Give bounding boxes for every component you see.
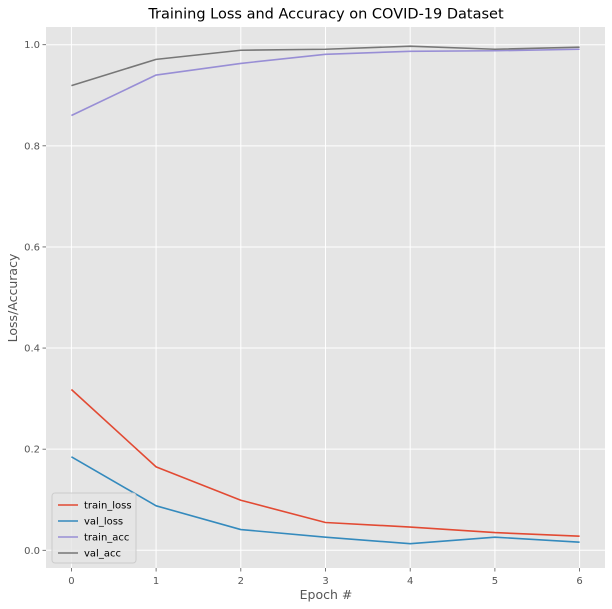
grid-lines <box>46 27 605 568</box>
x-tick-label: 5 <box>492 576 498 587</box>
y-tick-label: 0.4 <box>24 344 40 355</box>
y-tick-label: 1.0 <box>24 40 40 51</box>
x-tick-label: 3 <box>322 576 328 587</box>
legend-box <box>51 492 137 564</box>
x-axis-label: Epoch # <box>300 587 353 602</box>
x-tick-label: 4 <box>407 576 413 587</box>
y-tick-label: 0.0 <box>24 546 40 557</box>
series-line-val-loss <box>71 456 580 545</box>
series-line-train-loss <box>70 388 580 537</box>
chart-title: Training Loss and Accuracy on COVID-19 D… <box>147 7 504 23</box>
legend-label: train_acc <box>84 533 129 544</box>
x-tick-label: 0 <box>68 576 74 587</box>
x-tick-label: 2 <box>238 576 244 587</box>
y-axis-label: Loss/Accuracy <box>5 253 20 342</box>
x-tick-label: 6 <box>576 576 582 587</box>
x-axis-ticks: 0 1 2 3 4 5 6 <box>68 568 583 587</box>
series-lines <box>70 45 580 545</box>
x-tick-label: 1 <box>153 576 159 587</box>
y-tick-label: 0.8 <box>24 141 40 152</box>
y-tick-label: 0.2 <box>24 445 40 456</box>
y-axis-ticks: 0.0 0.2 0.4 0.6 0.8 1.0 <box>24 40 46 557</box>
series-line-train-acc <box>71 48 580 117</box>
series-line-val-acc <box>71 45 580 87</box>
legend-label: val_loss <box>84 517 123 528</box>
y-tick-label: 0.6 <box>24 242 40 253</box>
legend-label: train_loss <box>84 501 132 512</box>
legend-label: val_acc <box>84 549 121 560</box>
legend: train_loss val_loss train_acc val_acc <box>51 492 137 564</box>
